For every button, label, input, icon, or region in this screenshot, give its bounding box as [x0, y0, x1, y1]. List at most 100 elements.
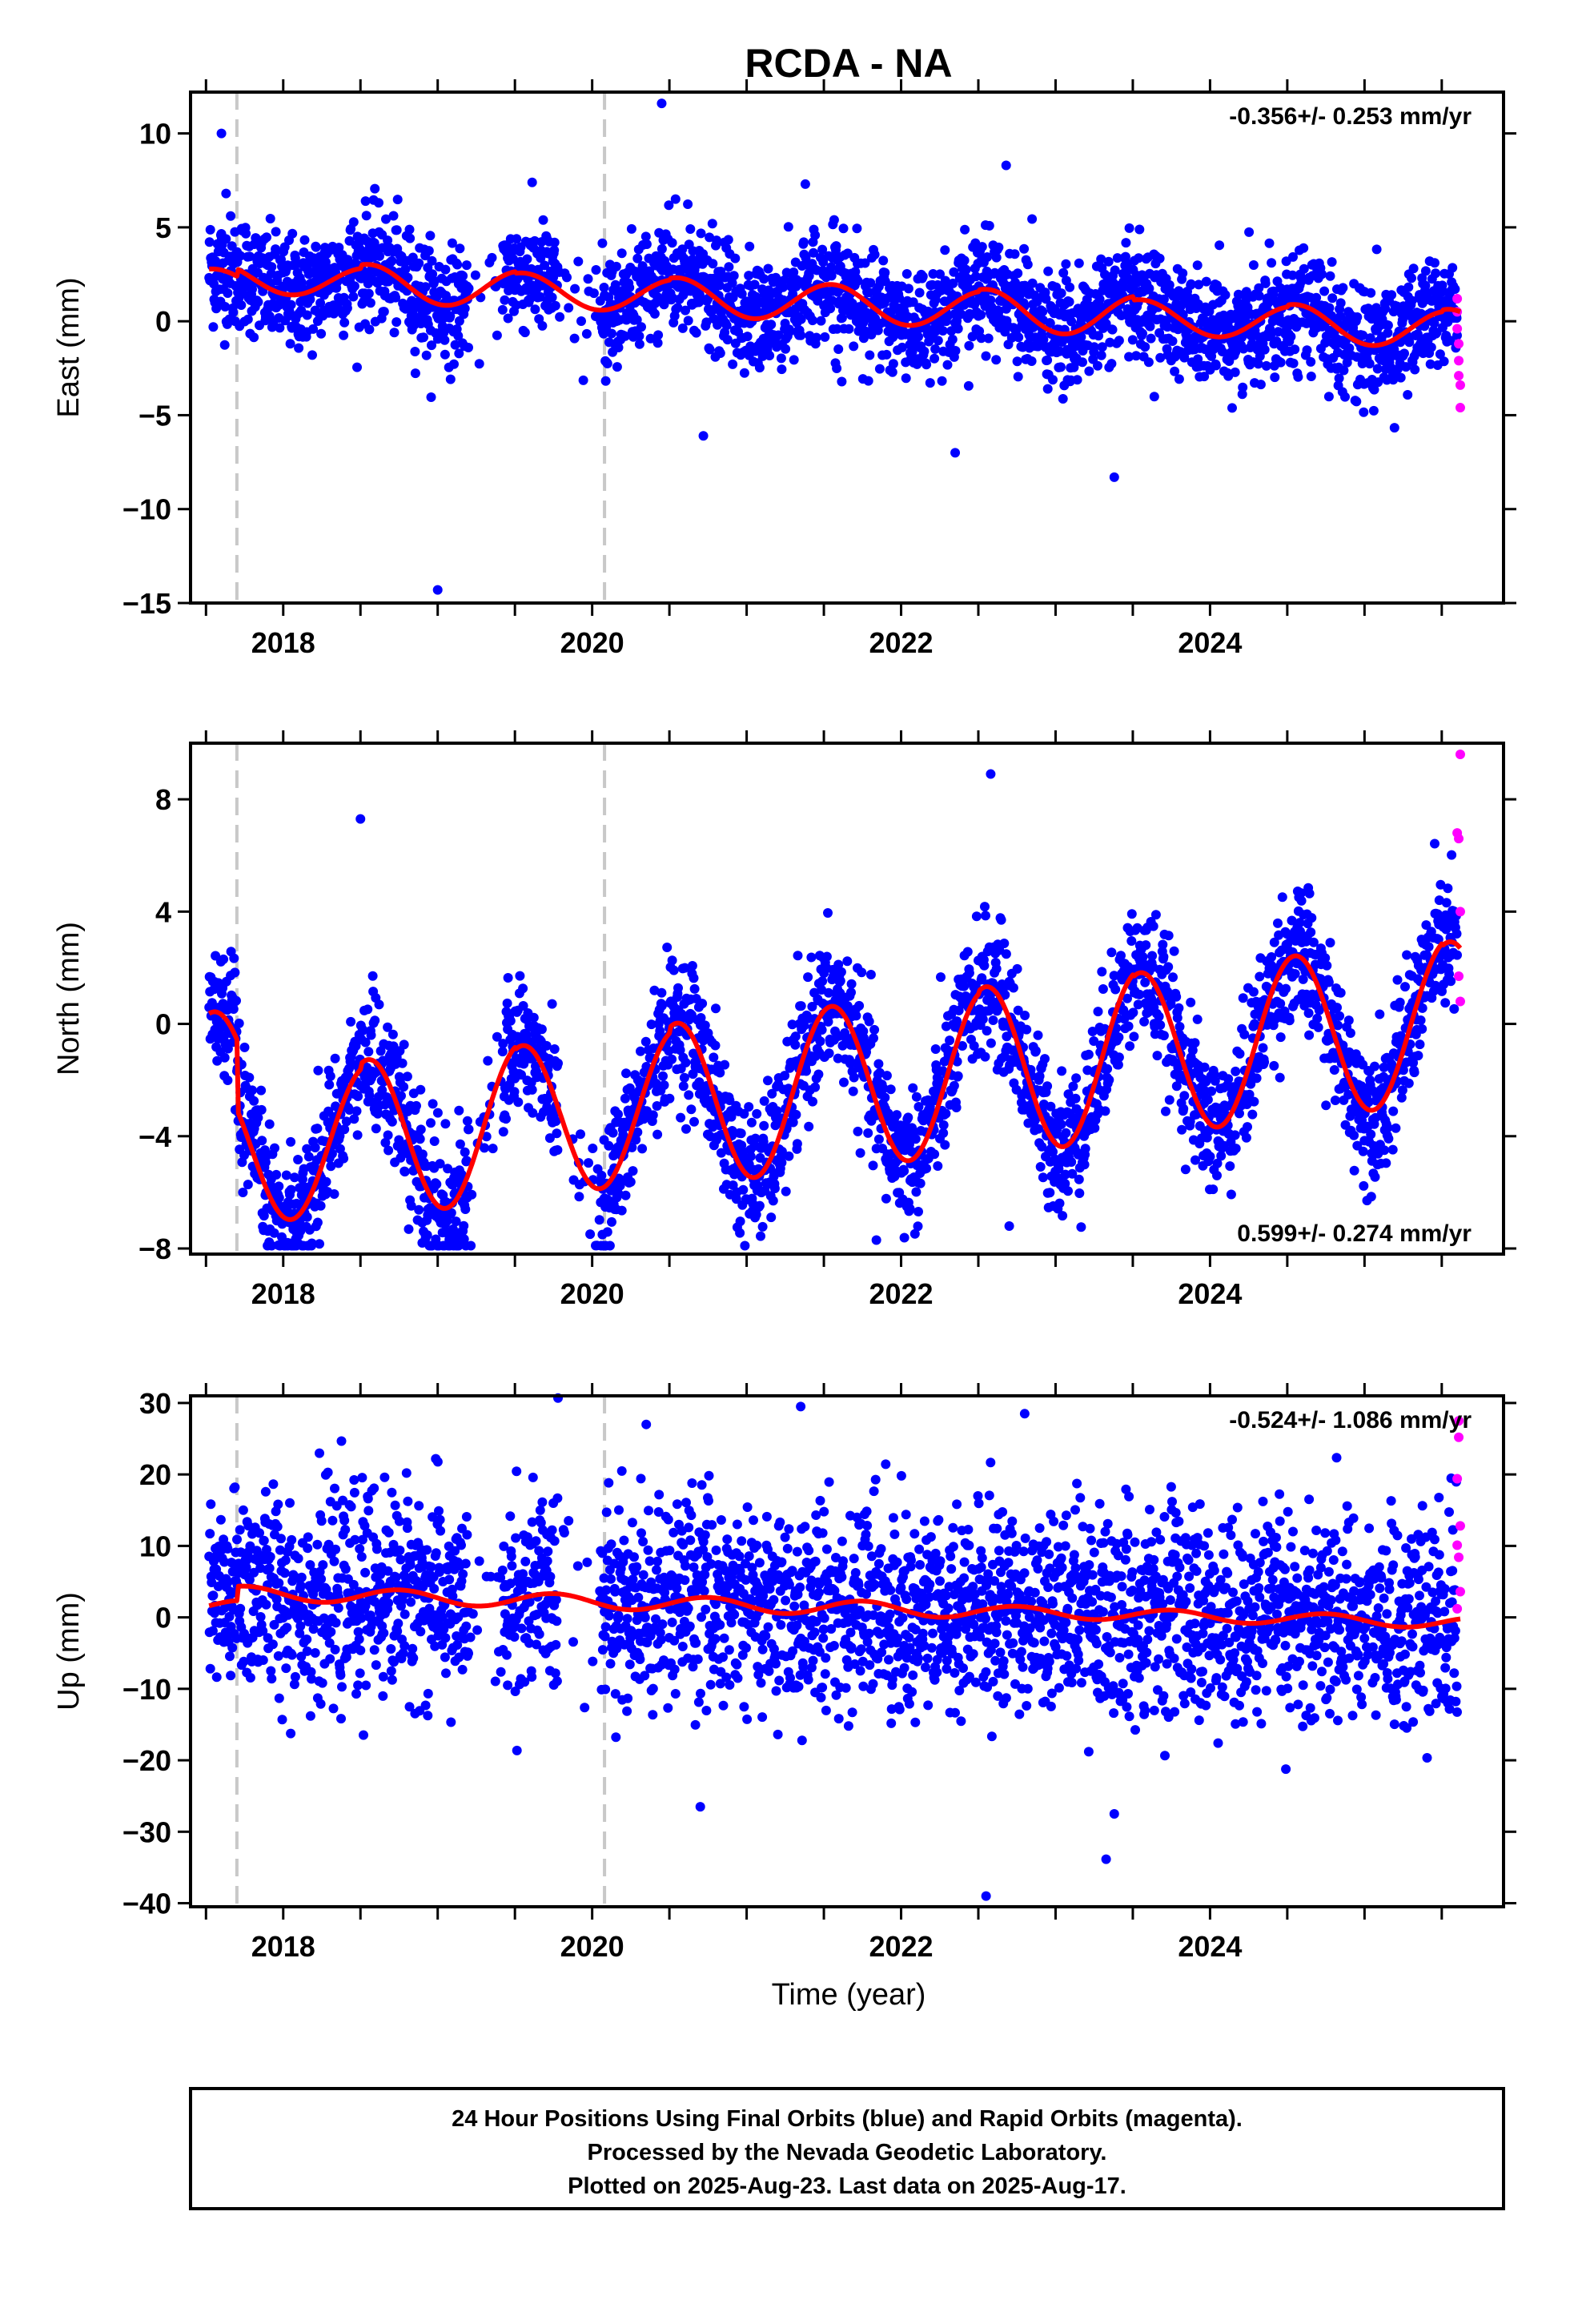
data-point	[578, 375, 588, 385]
data-point	[624, 283, 635, 293]
data-point	[208, 322, 219, 332]
data-point	[1430, 258, 1439, 268]
data-point	[831, 241, 841, 251]
data-point	[426, 1118, 436, 1128]
data-point	[1164, 279, 1174, 290]
data-point	[711, 1003, 721, 1014]
data-point	[502, 998, 512, 1008]
data-point	[1383, 320, 1393, 331]
data-point	[1129, 1031, 1139, 1042]
data-point	[352, 1130, 363, 1140]
data-point	[679, 1072, 689, 1083]
data-point	[1220, 290, 1231, 300]
data-point	[1193, 354, 1203, 364]
data-point	[1072, 375, 1082, 385]
data-point	[930, 1149, 940, 1160]
data-point	[1290, 344, 1300, 355]
data-point	[880, 1092, 890, 1103]
data-point	[996, 915, 1006, 925]
data-point	[1104, 1075, 1114, 1085]
data-point	[940, 245, 950, 255]
data-point	[488, 1144, 498, 1154]
data-point	[1056, 288, 1066, 299]
data-point	[464, 343, 473, 352]
data-point	[790, 1039, 801, 1050]
data-point	[274, 1192, 284, 1203]
data-point	[745, 241, 755, 251]
data-point	[549, 245, 560, 255]
data-point	[681, 305, 690, 316]
data-point	[722, 335, 733, 345]
data-point	[388, 211, 399, 221]
data-point	[374, 198, 383, 208]
data-point	[308, 324, 319, 334]
data-point	[789, 267, 799, 277]
data-point	[1426, 342, 1436, 352]
data-point	[1114, 1032, 1124, 1043]
data-point	[503, 313, 513, 324]
data-point	[1128, 1007, 1138, 1018]
data-point	[1380, 304, 1391, 314]
data-point	[641, 239, 652, 249]
data-point	[515, 971, 525, 981]
data-point	[462, 1116, 472, 1126]
data-point	[1327, 293, 1338, 304]
data-point	[801, 1066, 811, 1076]
data-point	[1041, 294, 1051, 304]
data-point	[1270, 372, 1280, 383]
data-point	[1094, 294, 1105, 304]
data-point	[832, 364, 842, 373]
data-point	[1403, 390, 1413, 400]
data-point	[908, 297, 918, 308]
data-point	[230, 967, 240, 978]
data-point	[655, 1026, 665, 1036]
data-point	[738, 1184, 749, 1195]
data-point	[1048, 375, 1058, 385]
data-point	[466, 1240, 476, 1251]
data-point	[392, 195, 403, 205]
data-point	[980, 1051, 990, 1062]
data-point	[854, 1000, 865, 1011]
data-point	[1254, 291, 1264, 301]
data-point	[723, 235, 733, 245]
data-point	[769, 1184, 780, 1193]
data-point	[1094, 331, 1104, 341]
data-point	[289, 1172, 299, 1183]
data-point	[421, 350, 432, 360]
data-point	[901, 269, 912, 279]
data-point	[670, 194, 681, 204]
data-point	[894, 293, 905, 304]
data-point	[405, 233, 416, 243]
data-point	[1383, 328, 1393, 338]
data-point	[636, 322, 646, 332]
data-point	[1022, 1024, 1032, 1035]
data-point	[678, 1081, 689, 1092]
data-point	[697, 999, 708, 1009]
rapid-orbit-point	[1454, 356, 1464, 366]
data-point	[999, 939, 1010, 948]
outlier-point	[216, 128, 227, 139]
data-point	[425, 231, 436, 241]
data-point	[766, 320, 777, 330]
data-point	[1306, 356, 1316, 367]
data-point	[454, 1105, 464, 1116]
data-point	[865, 350, 875, 360]
data-point	[667, 955, 677, 966]
data-point	[846, 987, 856, 998]
data-point	[460, 1204, 471, 1214]
data-point	[235, 251, 246, 261]
data-point	[701, 317, 712, 328]
data-point	[228, 1004, 239, 1014]
data-point	[397, 1058, 408, 1068]
data-point	[737, 289, 747, 299]
data-point	[1114, 336, 1124, 346]
data-point	[1114, 1052, 1124, 1063]
data-point	[765, 351, 775, 360]
data-point	[1064, 296, 1074, 307]
data-point	[600, 376, 611, 386]
data-point	[528, 1012, 539, 1023]
data-point	[849, 1072, 859, 1083]
data-point	[667, 1054, 677, 1064]
